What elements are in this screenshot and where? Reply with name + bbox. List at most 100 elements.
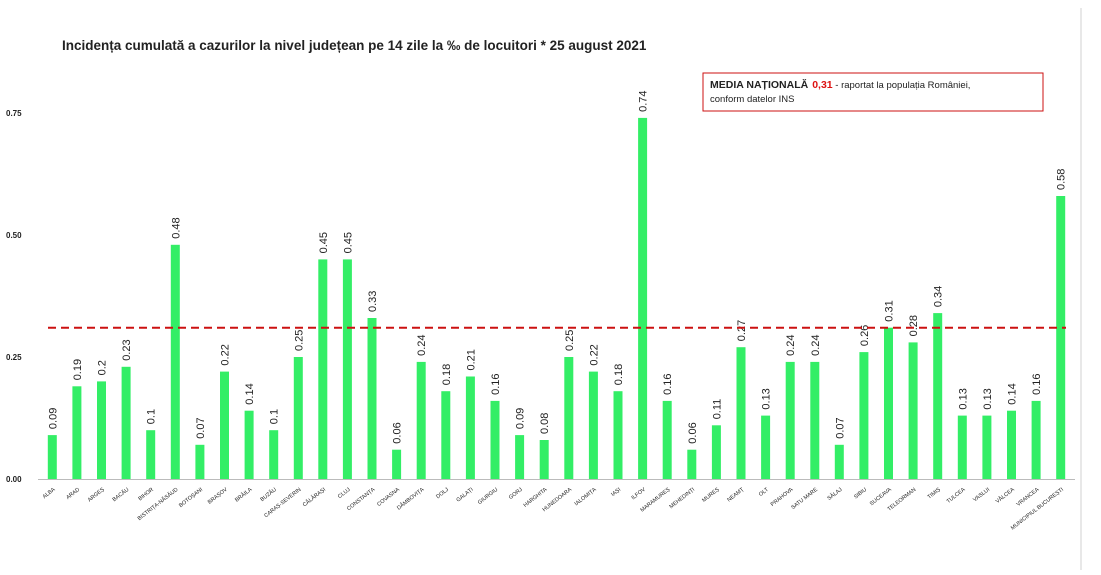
data-label: 0.22 — [220, 344, 232, 365]
bar — [244, 410, 254, 479]
data-label: 0.25 — [564, 330, 576, 351]
bar — [687, 449, 697, 479]
data-label: 0.28 — [908, 315, 920, 336]
annotation-value: 0,31 — [812, 79, 833, 91]
data-label: 0.06 — [392, 422, 404, 443]
data-label: 0.34 — [933, 286, 945, 307]
bar-series — [47, 117, 1066, 480]
data-label: 0.26 — [859, 325, 871, 346]
bar — [293, 357, 303, 479]
data-label: 0.19 — [72, 359, 84, 380]
data-label: 0.18 — [441, 364, 453, 385]
bar — [539, 440, 549, 479]
bar — [318, 259, 328, 479]
data-label: 0.1 — [146, 409, 158, 424]
bar — [662, 400, 672, 479]
data-label: 0.08 — [539, 413, 551, 434]
bar — [908, 342, 918, 479]
annotation-label: MEDIA NAȚIONALĂ — [710, 78, 809, 91]
bar — [269, 430, 279, 479]
bar — [1031, 400, 1041, 479]
data-label: 0.27 — [736, 320, 748, 341]
bar — [736, 347, 746, 479]
annotation-box — [702, 72, 1044, 112]
bar — [957, 415, 967, 479]
data-label: 0.21 — [465, 349, 477, 370]
bar — [515, 435, 525, 479]
data-label: 0.13 — [957, 388, 969, 409]
data-label: 0.09 — [515, 408, 527, 429]
data-label: 0.45 — [318, 232, 330, 253]
bar — [220, 371, 229, 479]
data-label: 0.24 — [416, 334, 428, 355]
bar — [121, 366, 131, 479]
data-label: 0.18 — [613, 364, 625, 385]
bar — [1007, 410, 1016, 479]
data-label: 0.14 — [244, 383, 256, 404]
data-label: 0.23 — [121, 339, 133, 360]
data-label: 0.16 — [662, 373, 674, 394]
bar — [785, 361, 795, 479]
bar — [490, 400, 500, 479]
bar — [638, 117, 648, 480]
data-label: 0.24 — [785, 334, 797, 355]
data-label: 0.25 — [293, 330, 305, 351]
data-label: 0.07 — [834, 417, 846, 438]
data-label: 0.31 — [884, 300, 896, 321]
data-label: 0.07 — [195, 417, 207, 438]
bar — [97, 381, 106, 479]
data-label: 0.1 — [269, 409, 281, 424]
bar — [441, 391, 451, 479]
y-tick-label: 0.75 — [6, 109, 22, 118]
data-label: 0.2 — [97, 360, 109, 375]
data-label: 0.22 — [588, 344, 600, 365]
bar — [982, 415, 992, 479]
data-label: 0.13 — [761, 388, 773, 409]
data-label: 0.24 — [810, 334, 822, 355]
data-label: 0.16 — [1031, 373, 1043, 394]
data-label: 0.16 — [490, 373, 502, 394]
bar — [834, 444, 844, 479]
bar — [465, 376, 475, 479]
data-label: 0.13 — [982, 388, 994, 409]
bar — [170, 244, 180, 479]
value-labels: 0.09 0.19 0.2 0.23 0.1 0.48 0.07 0.22 0.14 0.1 0.2… — [47, 90, 1067, 443]
data-label: 0.58 — [1056, 169, 1068, 190]
bar — [613, 391, 623, 479]
bar — [416, 361, 426, 479]
bar — [761, 415, 771, 479]
bar — [564, 357, 574, 479]
national-average-annotation: MEDIA NAȚIONALĂ 0,31 - raportat la popula… — [702, 72, 1044, 112]
data-label: 0.74 — [638, 90, 650, 111]
x-tick-label: OLT — [758, 486, 770, 497]
data-label: 0.14 — [1007, 383, 1019, 404]
data-label: 0.11 — [711, 399, 723, 420]
annotation-line-2: conform datelor INS — [710, 94, 794, 105]
data-label: 0.48 — [170, 217, 182, 238]
y-tick-label: 0.00 — [6, 475, 22, 484]
annotation-text: - raportat la populația României, — [833, 80, 971, 91]
y-tick-label: 0.50 — [6, 231, 22, 240]
bar — [47, 435, 57, 479]
bar — [195, 444, 205, 479]
bar — [392, 449, 402, 479]
y-axis: 0.00 0.25 0.50 0.75 — [6, 109, 22, 484]
bar — [367, 318, 377, 479]
bar — [810, 361, 820, 479]
bar — [72, 386, 82, 479]
data-label: 0.06 — [687, 422, 699, 443]
bar — [588, 371, 598, 479]
bar — [146, 430, 156, 479]
data-label: 0.09 — [47, 408, 59, 429]
data-label: 0.33 — [367, 291, 379, 312]
bar — [859, 352, 869, 479]
bar — [884, 327, 893, 479]
bar — [711, 425, 721, 479]
y-tick-label: 0.25 — [6, 353, 22, 362]
data-label: 0.45 — [342, 232, 354, 253]
chart-title: Incidența cumulată a cazurilor la nivel … — [62, 38, 647, 53]
bar — [933, 313, 943, 479]
bar — [342, 259, 352, 479]
